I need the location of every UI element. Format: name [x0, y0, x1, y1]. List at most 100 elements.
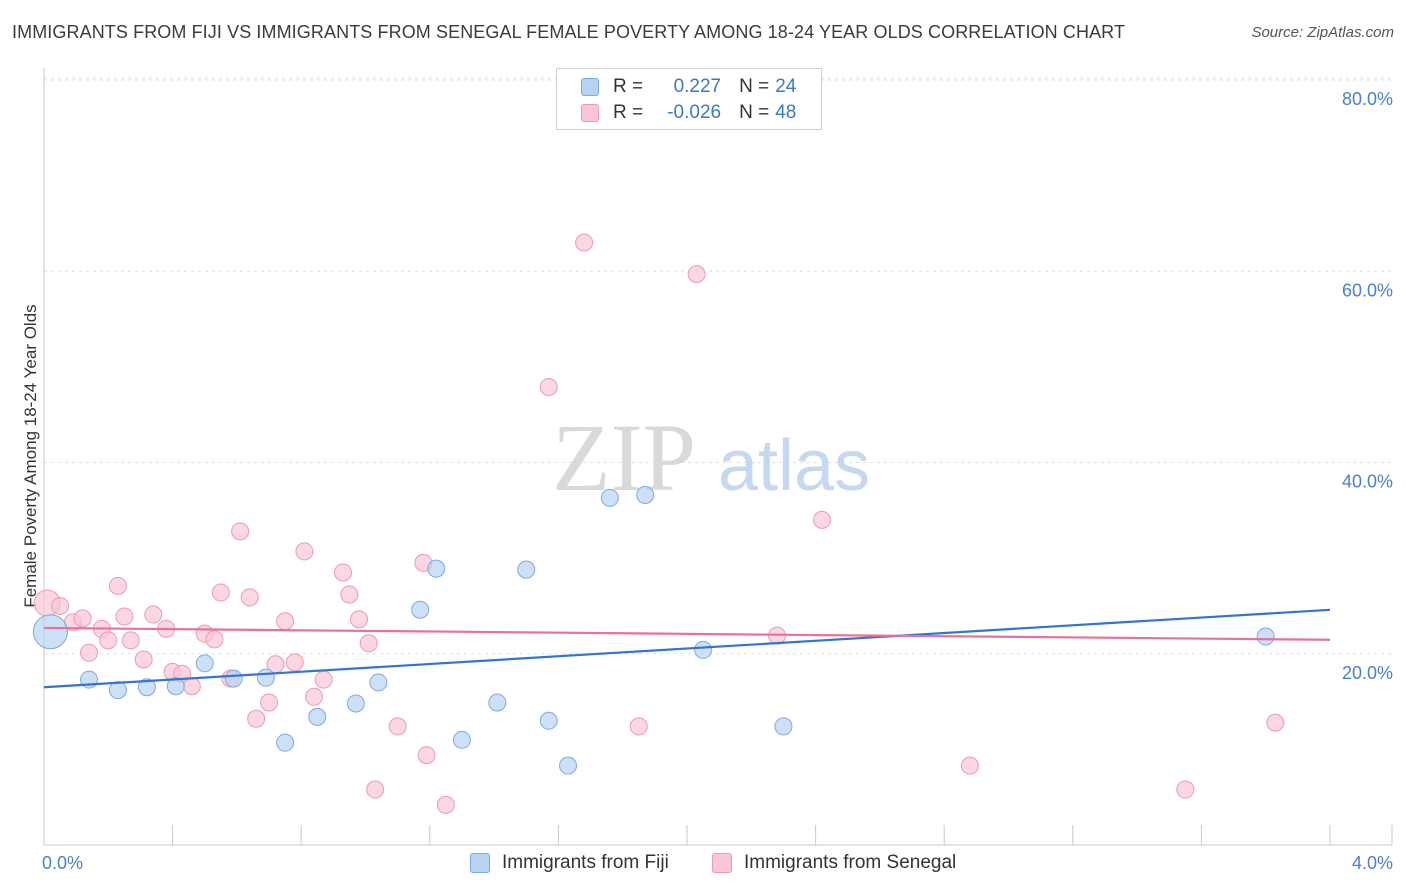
senegal-point [629, 717, 648, 736]
senegal-point [575, 233, 594, 252]
x-tick-labels: 0.0% 4.0% [42, 853, 1393, 873]
senegal-point [305, 687, 324, 706]
r-value-senegal: -0.026 [667, 102, 722, 123]
senegal-point [115, 607, 134, 626]
fiji-points [32, 486, 1275, 775]
senegal-point [182, 677, 201, 696]
y-tick-label: 60.0% [1342, 280, 1393, 300]
n-label: N = [739, 102, 770, 123]
senegal-point [276, 612, 295, 631]
senegal-point [687, 265, 706, 284]
chart-title: IMMIGRANTS FROM FIJI VS IMMIGRANTS FROM … [12, 22, 1126, 42]
senegal-point [260, 693, 279, 712]
y-tick-label: 20.0% [1342, 663, 1393, 683]
correlation-legend: R = 0.227 N = 24 R = -0.026 N = 48 [556, 68, 822, 130]
legend-item-senegal[interactable]: Immigrants from Senegal [712, 852, 956, 874]
legend-row-senegal: R = -0.026 N = 48 [581, 101, 796, 125]
x-tick-label: 0.0% [42, 853, 83, 873]
senegal-point [121, 631, 140, 650]
trend-lines [43, 608, 1331, 689]
fiji-legend-swatch [470, 853, 490, 873]
fiji-point [224, 669, 243, 688]
fiji-point [427, 559, 446, 578]
senegal-point [205, 630, 224, 649]
fiji-point [308, 707, 327, 726]
senegal-trend-line [43, 626, 1331, 641]
fiji-point [517, 560, 536, 579]
fiji-point [256, 668, 275, 687]
senegal-point [240, 588, 259, 607]
fiji-swatch [581, 78, 599, 96]
senegal-point [73, 609, 92, 628]
senegal-point [108, 576, 127, 595]
legend-item-fiji[interactable]: Immigrants from Fiji [470, 852, 669, 874]
senegal-point [80, 643, 99, 662]
senegal-point [1176, 780, 1195, 799]
fiji-point [195, 654, 214, 673]
r-label: R = [613, 102, 644, 123]
senegal-point [333, 563, 352, 582]
senegal-point [350, 610, 369, 629]
senegal-points [33, 233, 1285, 814]
fiji-point [636, 486, 655, 505]
senegal-point [340, 585, 359, 604]
senegal-point [539, 377, 558, 396]
fiji-point [539, 711, 558, 730]
r-label: R = [613, 76, 644, 97]
fiji-point [32, 614, 68, 650]
fiji-point [559, 756, 578, 775]
fiji-point [411, 600, 430, 619]
grid-lines [44, 77, 1392, 655]
axes [43, 68, 1393, 846]
senegal-point [211, 583, 230, 602]
fiji-point [694, 640, 713, 659]
senegal-point [134, 650, 153, 669]
legend-row-fiji: R = 0.227 N = 24 [581, 75, 796, 99]
n-value-senegal: 48 [775, 102, 797, 123]
n-label: N = [739, 76, 770, 97]
fiji-point [452, 730, 471, 749]
x-tick-label: 4.0% [1352, 853, 1393, 873]
y-axis-label: Female Poverty Among 18-24 Year Olds [21, 304, 40, 607]
source-label: Source: ZipAtlas.com [1251, 24, 1394, 41]
senegal-swatch [581, 104, 599, 122]
senegal-point [436, 795, 455, 814]
fiji-point [774, 717, 793, 736]
y-tick-label: 80.0% [1342, 89, 1393, 109]
senegal-legend-swatch [712, 853, 732, 873]
senegal-point [1266, 713, 1285, 732]
senegal-point [99, 631, 118, 650]
y-tick-labels: 20.0% 40.0% 60.0% 80.0% [1342, 89, 1393, 683]
fiji-point [369, 673, 388, 692]
fiji-point [166, 677, 185, 696]
senegal-point [231, 522, 250, 541]
r-value-fiji: 0.227 [673, 76, 722, 97]
fiji-point [488, 693, 507, 712]
senegal-point [144, 605, 163, 624]
senegal-point [366, 780, 385, 799]
n-value-fiji: 24 [775, 76, 797, 97]
senegal-point [314, 670, 333, 689]
fiji-point [276, 733, 295, 752]
senegal-point [417, 746, 436, 765]
watermark-zip: ZIP [552, 404, 696, 511]
series-legend: Immigrants from Fiji Immigrants from Sen… [0, 852, 1406, 878]
senegal-point [388, 717, 407, 736]
senegal-point [960, 756, 979, 775]
fiji-point [108, 681, 127, 700]
fiji-point [346, 694, 365, 713]
senegal-point [295, 542, 314, 561]
senegal-point [359, 634, 378, 653]
senegal-legend-label: Immigrants from Senegal [744, 852, 957, 873]
fiji-point [600, 488, 619, 507]
senegal-point [247, 709, 266, 728]
fiji-point [1256, 627, 1275, 646]
fiji-legend-label: Immigrants from Fiji [502, 852, 669, 873]
watermark-atlas: atlas [718, 426, 870, 506]
senegal-point [813, 510, 832, 529]
fiji-trend-line [43, 608, 1331, 689]
senegal-point [51, 596, 70, 615]
y-tick-label: 40.0% [1342, 472, 1393, 492]
senegal-point [285, 653, 304, 672]
